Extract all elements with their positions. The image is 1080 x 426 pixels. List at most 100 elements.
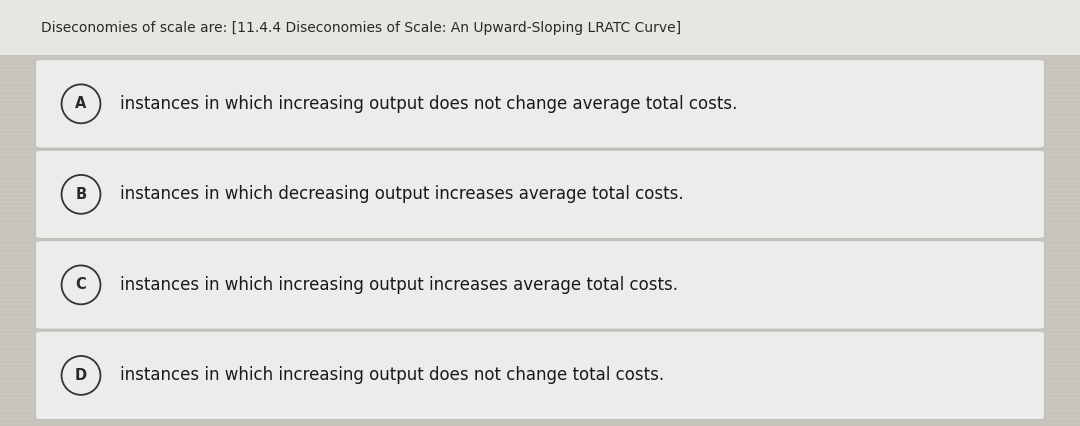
Bar (0, 271, 1080, 273)
Bar (0, 297, 1080, 298)
Bar (0, 408, 1080, 409)
Bar (0, 173, 1080, 175)
Bar (0, 267, 1080, 268)
Bar (0, 314, 1080, 315)
Bar (0, 207, 1080, 209)
Bar (0, 233, 1080, 234)
Text: instances in which increasing output increases average total costs.: instances in which increasing output inc… (120, 276, 678, 294)
Bar (0, 161, 1080, 162)
Bar (0, 250, 1080, 251)
FancyBboxPatch shape (36, 241, 1044, 329)
Bar (0, 165, 1080, 166)
Bar (0, 199, 1080, 200)
Bar (0, 352, 1080, 354)
Bar (0, 169, 1080, 170)
Bar (0, 305, 1080, 307)
Bar (0, 131, 1080, 132)
Bar (0, 50, 1080, 51)
Bar (0, 122, 1080, 124)
Bar (0, 80, 1080, 81)
Bar (0, 105, 1080, 106)
Bar (0, 391, 1080, 392)
Bar (0, 127, 1080, 128)
Bar (0, 365, 1080, 366)
Bar (0, 301, 1080, 302)
Bar (0, 288, 1080, 290)
Bar (0, 54, 1080, 55)
Bar (0, 340, 1080, 341)
Bar (0, 71, 1080, 72)
Bar (0, 46, 1080, 47)
Bar (0, 399, 1080, 400)
Bar (0, 148, 1080, 149)
Bar (0, 178, 1080, 179)
Text: A: A (76, 96, 86, 111)
Bar (0, 182, 1080, 183)
Bar (0, 225, 1080, 226)
Bar (0, 416, 1080, 417)
Bar (0, 327, 1080, 328)
Bar (0, 139, 1080, 141)
Bar (0, 276, 1080, 277)
Bar (0, 220, 1080, 222)
Bar (0, 84, 1080, 85)
Bar (0, 335, 1080, 337)
Bar (0, 156, 1080, 158)
Bar (0, 254, 1080, 256)
Bar (0, 369, 1080, 371)
Bar (0, 37, 1080, 38)
Bar (0, 259, 1080, 260)
Bar (0, 88, 1080, 89)
Bar (0, 293, 1080, 294)
Bar (0, 203, 1080, 204)
Bar (0, 263, 1080, 264)
FancyBboxPatch shape (36, 60, 1044, 148)
Bar (0, 318, 1080, 320)
Bar (0, 348, 1080, 349)
Bar (0, 190, 1080, 192)
Bar (0, 92, 1080, 94)
Bar (0, 246, 1080, 247)
Bar (0, 357, 1080, 358)
FancyBboxPatch shape (0, 0, 1080, 55)
Bar (0, 114, 1080, 115)
FancyBboxPatch shape (36, 331, 1044, 420)
Bar (0, 237, 1080, 239)
Text: C: C (76, 277, 86, 292)
Bar (0, 310, 1080, 311)
Bar (0, 58, 1080, 60)
Bar (0, 425, 1080, 426)
Bar (0, 322, 1080, 324)
Bar (0, 284, 1080, 285)
Bar (0, 412, 1080, 413)
Bar (0, 344, 1080, 345)
Bar (0, 24, 1080, 26)
Bar (0, 386, 1080, 388)
Bar (0, 395, 1080, 396)
Bar (0, 382, 1080, 383)
Text: Diseconomies of scale are: [11.4.4 Diseconomies of Scale: An Upward-Sloping LRAT: Diseconomies of scale are: [11.4.4 Disec… (41, 21, 681, 35)
Bar (0, 41, 1080, 43)
Bar (0, 118, 1080, 119)
Bar (0, 63, 1080, 64)
Bar (0, 12, 1080, 13)
Bar (0, 280, 1080, 281)
Bar (0, 135, 1080, 136)
Bar (0, 109, 1080, 111)
Text: instances in which decreasing output increases average total costs.: instances in which decreasing output inc… (120, 185, 684, 203)
Bar (0, 374, 1080, 375)
Bar (0, 3, 1080, 4)
Bar (0, 29, 1080, 30)
Text: instances in which increasing output does not change total costs.: instances in which increasing output doe… (120, 366, 664, 384)
Bar (0, 229, 1080, 230)
Text: B: B (76, 187, 86, 202)
Bar (0, 144, 1080, 145)
Text: instances in which increasing output does not change average total costs.: instances in which increasing output doe… (120, 95, 738, 113)
Bar (0, 33, 1080, 34)
Bar (0, 152, 1080, 153)
Bar (0, 20, 1080, 21)
Bar (0, 216, 1080, 217)
Bar (0, 97, 1080, 98)
Bar (0, 16, 1080, 17)
Bar (0, 186, 1080, 187)
